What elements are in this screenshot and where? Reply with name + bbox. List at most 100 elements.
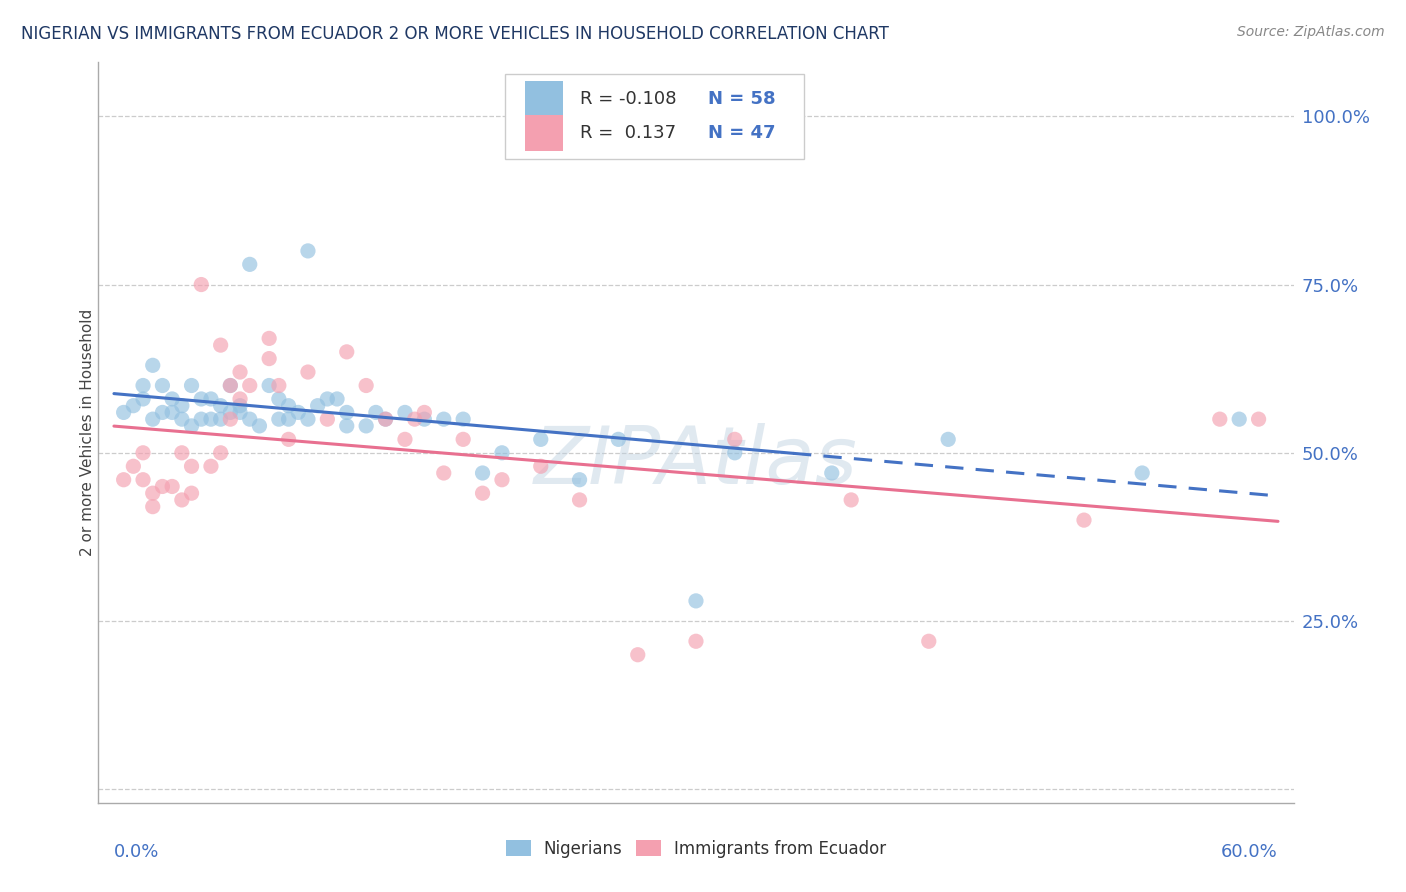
Text: 0.0%: 0.0% [114,843,159,861]
Text: N = 47: N = 47 [709,124,776,142]
Point [451,412,474,426]
Point [180,378,202,392]
Point [530,459,553,474]
Point [491,446,513,460]
Point [160,479,183,493]
Point [190,392,212,406]
Point [433,412,456,426]
Point [180,418,202,433]
Point [354,418,377,433]
Point [142,500,165,514]
Point [1227,412,1250,426]
Point [122,399,145,413]
Point [316,412,339,426]
Point [229,405,252,419]
Point [257,351,280,366]
Point [209,338,232,352]
Point [257,378,280,392]
Point [530,433,553,447]
Point [1130,466,1153,480]
Point [433,466,456,480]
Text: N = 58: N = 58 [709,90,776,108]
Point [152,479,174,493]
Point [568,473,591,487]
Point [142,486,165,500]
FancyBboxPatch shape [505,73,804,159]
Point [394,405,416,419]
Point [277,433,299,447]
Text: NIGERIAN VS IMMIGRANTS FROM ECUADOR 2 OR MORE VEHICLES IN HOUSEHOLD CORRELATION : NIGERIAN VS IMMIGRANTS FROM ECUADOR 2 OR… [21,25,889,43]
Point [170,412,193,426]
Point [160,405,183,419]
Point [170,492,193,507]
Point [297,412,319,426]
Point [471,466,494,480]
Point [132,473,155,487]
Point [132,392,155,406]
Legend: Nigerians, Immigrants from Ecuador: Nigerians, Immigrants from Ecuador [499,833,893,865]
Point [160,392,183,406]
Point [1247,412,1270,426]
Point [821,466,844,480]
Point [685,594,707,608]
Point [336,418,359,433]
Point [132,378,155,392]
Point [297,365,319,379]
Point [568,492,591,507]
Point [297,244,319,258]
Point [142,412,165,426]
Point [918,634,941,648]
Point [1209,412,1232,426]
Point [180,459,202,474]
Point [257,331,280,345]
Text: Source: ZipAtlas.com: Source: ZipAtlas.com [1237,25,1385,39]
Y-axis label: 2 or more Vehicles in Household: 2 or more Vehicles in Household [80,309,94,557]
Point [170,446,193,460]
Text: ZIPAtlas: ZIPAtlas [534,423,858,501]
Point [219,405,242,419]
Point [142,359,165,373]
Point [451,433,474,447]
Point [209,399,232,413]
Point [267,392,290,406]
Point [724,446,747,460]
Point [152,378,174,392]
Point [364,405,387,419]
Point [122,459,145,474]
Point [219,378,242,392]
Text: 60.0%: 60.0% [1222,843,1278,861]
Point [200,412,222,426]
Text: R =  0.137: R = 0.137 [581,124,676,142]
Point [277,412,299,426]
Point [354,378,377,392]
Point [229,399,252,413]
Point [229,392,252,406]
Point [267,412,290,426]
Point [1073,513,1095,527]
Point [839,492,862,507]
Point [936,433,959,447]
Point [336,344,359,359]
Point [374,412,396,426]
Point [413,405,436,419]
Point [491,473,513,487]
Point [316,392,339,406]
Point [607,433,630,447]
Point [287,405,309,419]
Point [277,399,299,413]
Point [336,405,359,419]
Point [152,405,174,419]
Point [180,486,202,500]
Point [685,634,707,648]
Point [627,648,650,662]
Point [471,486,494,500]
Bar [524,81,564,117]
Point [209,412,232,426]
Point [190,277,212,292]
Point [326,392,349,406]
Point [249,418,271,433]
Point [394,433,416,447]
Bar [524,115,564,151]
Point [219,378,242,392]
Point [190,412,212,426]
